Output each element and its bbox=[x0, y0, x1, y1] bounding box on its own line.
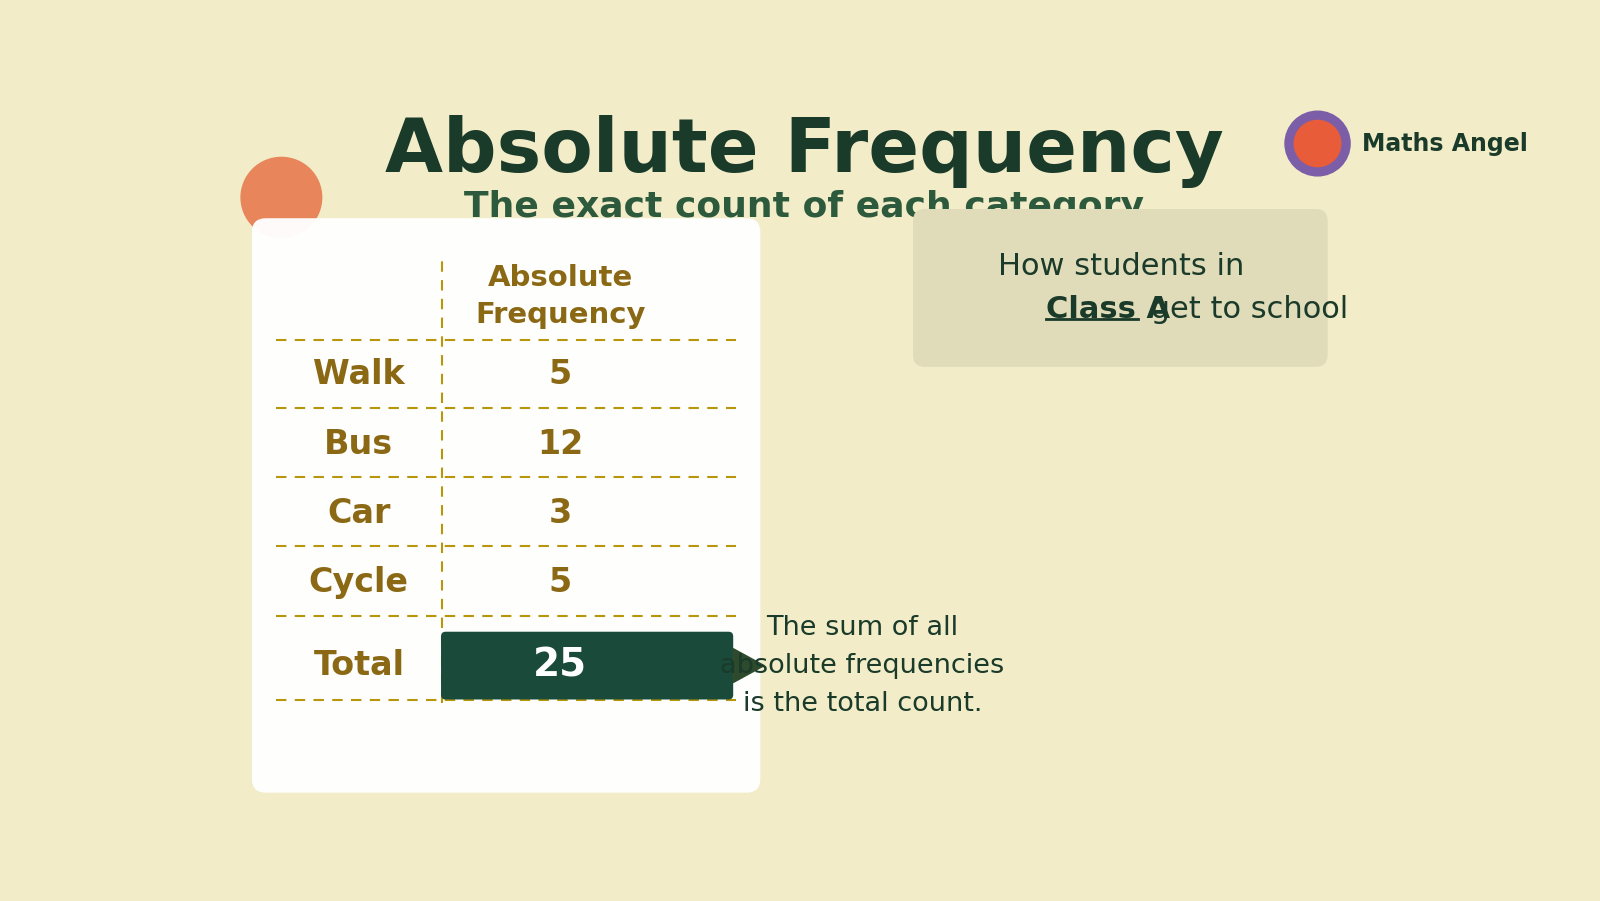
FancyBboxPatch shape bbox=[914, 209, 1328, 367]
FancyBboxPatch shape bbox=[251, 218, 760, 793]
Text: Car: Car bbox=[326, 497, 390, 530]
Text: Absolute Frequency: Absolute Frequency bbox=[386, 114, 1224, 187]
Text: Walk: Walk bbox=[314, 359, 405, 391]
Text: Maths Angel: Maths Angel bbox=[1363, 132, 1528, 156]
Text: Bus: Bus bbox=[325, 428, 394, 460]
Text: Absolute
Frequency: Absolute Frequency bbox=[475, 264, 646, 329]
Text: Total: Total bbox=[314, 649, 405, 682]
Circle shape bbox=[242, 158, 322, 238]
Text: get to school: get to school bbox=[1141, 295, 1349, 323]
FancyBboxPatch shape bbox=[442, 632, 733, 699]
Text: Cycle: Cycle bbox=[309, 567, 410, 599]
Text: 3: 3 bbox=[549, 497, 573, 530]
Text: The sum of all
absolute frequencies
is the total count.: The sum of all absolute frequencies is t… bbox=[720, 614, 1005, 716]
Polygon shape bbox=[733, 649, 765, 683]
Text: 25: 25 bbox=[533, 647, 587, 685]
Text: 5: 5 bbox=[549, 359, 573, 391]
Circle shape bbox=[1294, 121, 1341, 167]
Text: 12: 12 bbox=[538, 428, 584, 460]
Text: Class A: Class A bbox=[1046, 295, 1171, 323]
Text: How students in: How students in bbox=[997, 252, 1243, 281]
Text: The exact count of each category: The exact count of each category bbox=[464, 190, 1144, 224]
Circle shape bbox=[1285, 111, 1350, 176]
Text: 5: 5 bbox=[549, 567, 573, 599]
